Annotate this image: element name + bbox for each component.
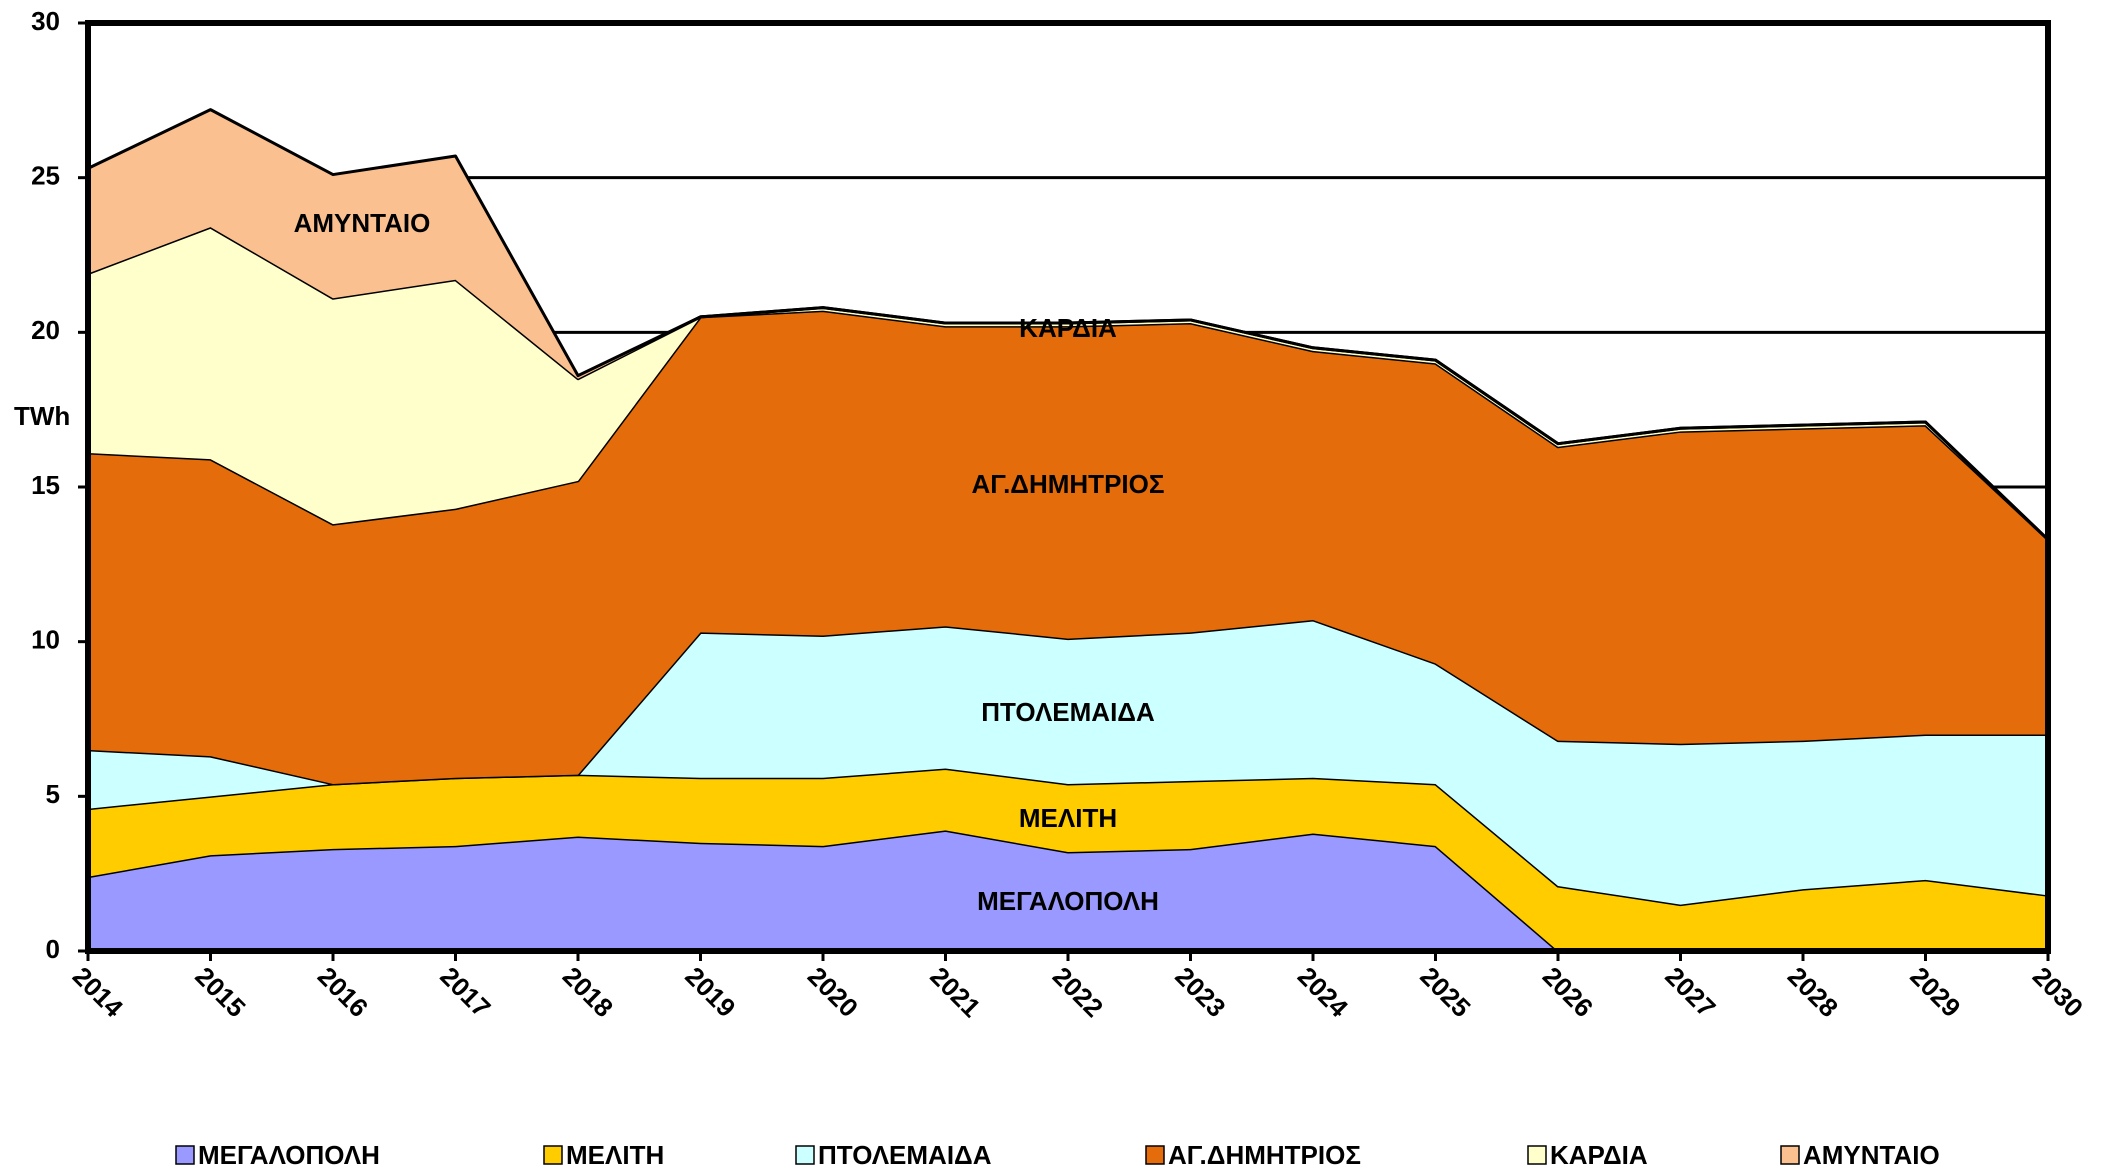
x-tick-label: 2030	[2027, 961, 2089, 1023]
y-tick-label: 25	[31, 161, 60, 191]
y-tick-label: 5	[46, 779, 60, 809]
area	[88, 109, 2048, 540]
area-label: ΠΤΟΛΕΜΑΙΔΑ	[981, 697, 1155, 727]
legend-label: ΚΑΡΔΙΑ	[1550, 1140, 1648, 1170]
legend-swatch	[795, 1145, 815, 1165]
x-tick-label: 2022	[1047, 961, 1109, 1023]
x-tick-label: 2021	[924, 961, 986, 1023]
legend-label: ΜΕΓΑΛΟΠΟΛΗ	[198, 1140, 380, 1170]
y-tick-label: 30	[31, 6, 60, 36]
x-tick-label: 2024	[1292, 961, 1354, 1023]
x-tick-label: 2027	[1659, 961, 1721, 1023]
legend-swatch	[1145, 1145, 1165, 1165]
legend-swatch	[543, 1145, 563, 1165]
legend-label: ΑΜΥΝΤΑΙΟ	[1803, 1140, 1940, 1170]
area-label: ΜΕΓΑΛΟΠΟΛΗ	[977, 886, 1159, 916]
y-tick-label: 20	[31, 315, 60, 345]
x-tick-label: 2025	[1414, 961, 1476, 1023]
x-tick-label: 2026	[1537, 961, 1599, 1023]
area	[88, 310, 2048, 784]
legend-label: ΠΤΟΛΕΜΑΙΔΑ	[818, 1140, 992, 1170]
x-tick-label: 2023	[1169, 961, 1231, 1023]
x-tick-label: 2018	[557, 961, 619, 1023]
y-tick-label: 15	[31, 470, 60, 500]
x-tick-label: 2028	[1782, 961, 1844, 1023]
area-label: ΑΜΥΝΤΑΙΟ	[294, 208, 431, 238]
legend-swatch	[1780, 1145, 1800, 1165]
legend-swatch	[175, 1145, 195, 1165]
legend-swatch	[1527, 1145, 1547, 1165]
x-tick-label: 2019	[679, 961, 741, 1023]
legend-label: ΜΕΛΙΤΗ	[566, 1140, 664, 1170]
area-outline	[87, 108, 2050, 541]
x-tick-label: 2014	[67, 961, 129, 1023]
x-tick-label: 2015	[189, 961, 251, 1023]
y-tick-label: 0	[46, 934, 60, 964]
area-label: ΜΕΛΙΤΗ	[1019, 803, 1117, 833]
area-label: ΚΑΡΔΙΑ	[1019, 313, 1117, 343]
area	[88, 768, 2048, 951]
x-tick-label: 2016	[312, 961, 374, 1023]
y-axis-label: TWh	[14, 401, 70, 431]
area	[88, 227, 2048, 540]
x-tick-label: 2017	[434, 961, 496, 1023]
area	[88, 830, 2048, 951]
x-tick-label: 2020	[802, 961, 864, 1023]
x-tick-label: 2029	[1904, 961, 1966, 1023]
area-label: ΑΓ.ΔΗΜΗΤΡΙΟΣ	[972, 469, 1165, 499]
area	[88, 620, 2048, 905]
legend-label: ΑΓ.ΔΗΜΗΤΡΙΟΣ	[1168, 1140, 1361, 1170]
y-tick-label: 10	[31, 625, 60, 655]
